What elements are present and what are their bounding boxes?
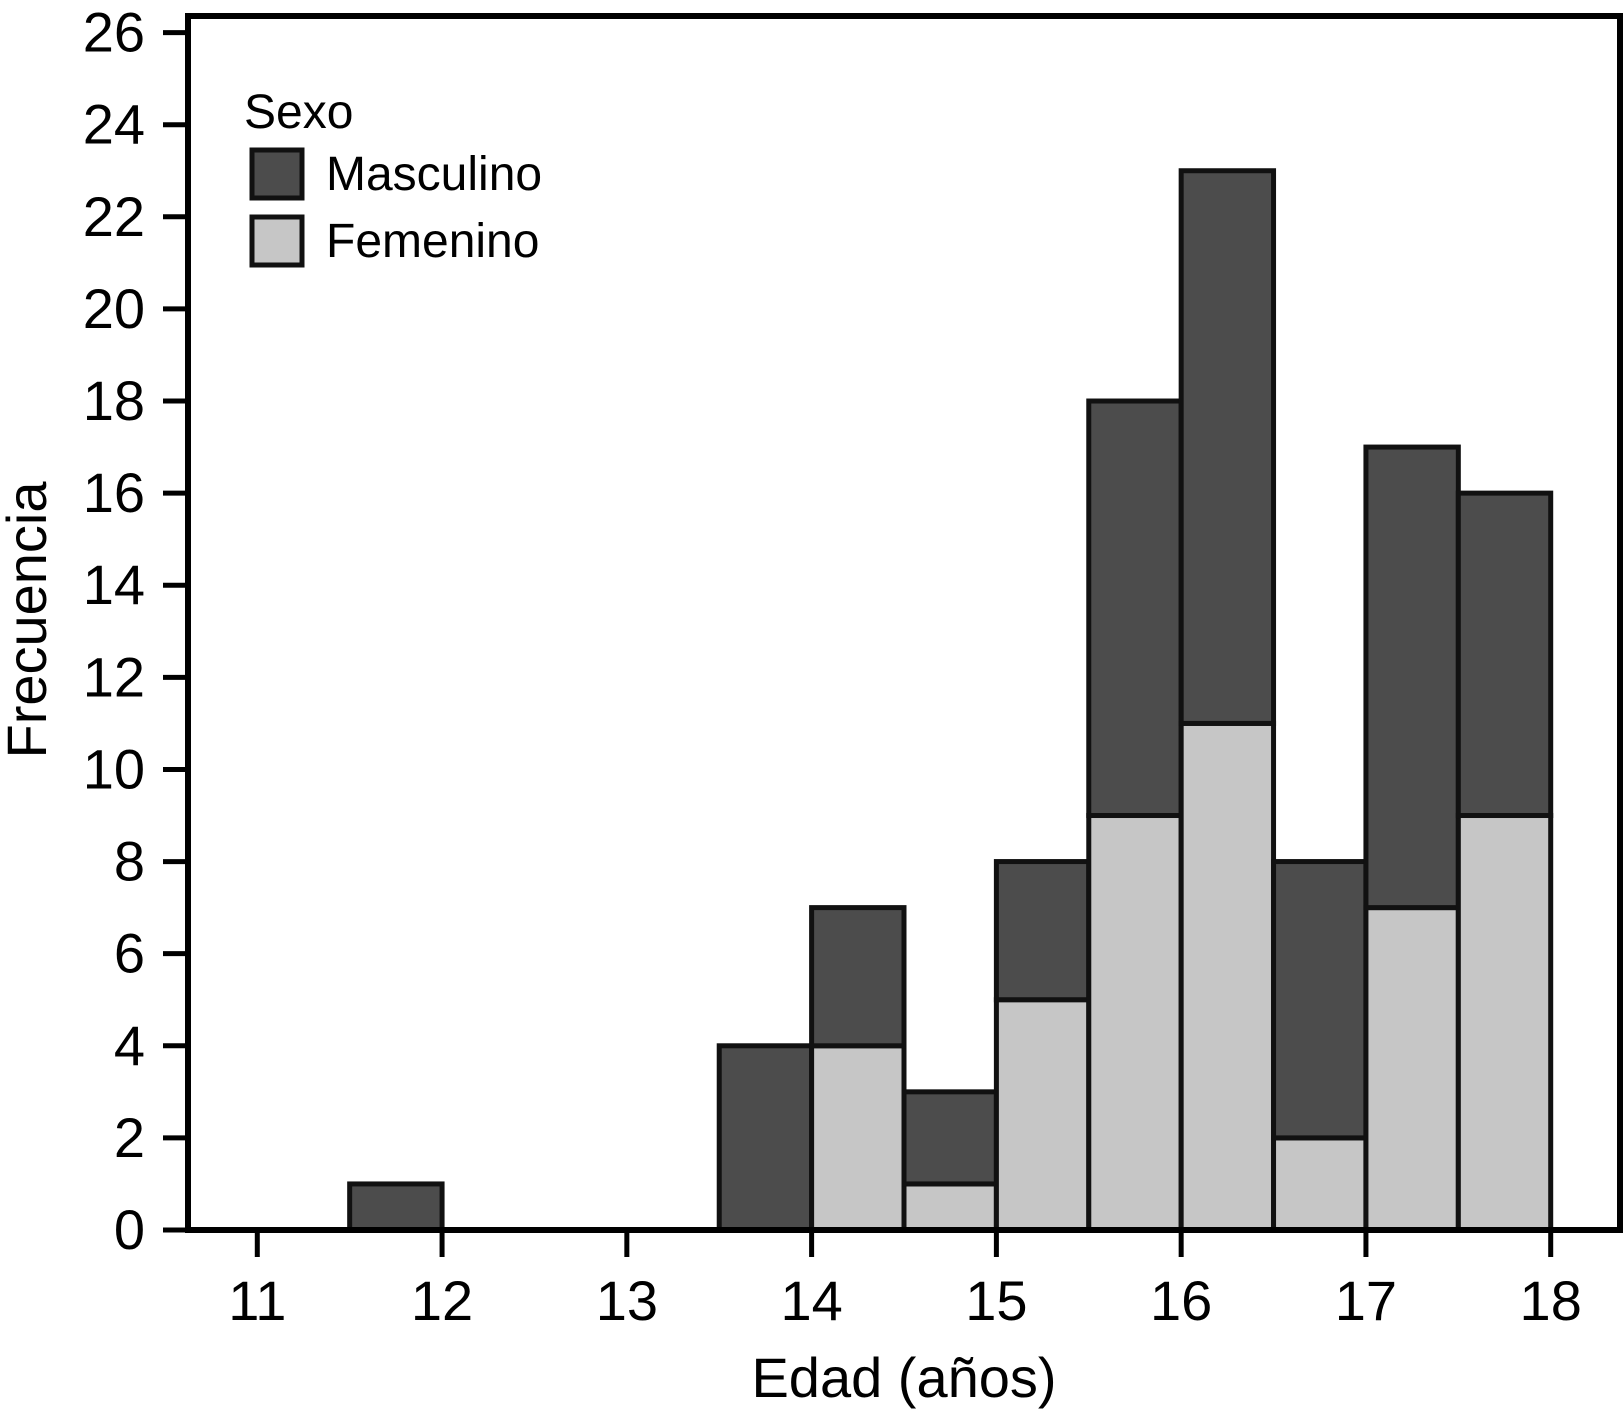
plot-frame bbox=[185, 13, 1623, 1233]
y-tick-label: 20 bbox=[83, 277, 145, 340]
y-tick-label: 10 bbox=[83, 737, 145, 800]
y-tick-label: 22 bbox=[83, 185, 145, 248]
y-axis-title: Frecuencia bbox=[0, 481, 58, 759]
y-tick-label: 24 bbox=[83, 93, 145, 156]
bar-femenino-14 bbox=[809, 1043, 907, 1233]
x-tick-label: 13 bbox=[596, 1269, 658, 1332]
y-tick-label: 12 bbox=[83, 645, 145, 708]
x-tick-label: 18 bbox=[1520, 1269, 1582, 1332]
x-axis-title: Edad (años) bbox=[751, 1346, 1056, 1409]
legend-swatch-femenino bbox=[249, 214, 305, 268]
x-tick-label: 16 bbox=[1150, 1269, 1212, 1332]
legend-label-femenino: Femenino bbox=[326, 215, 539, 268]
bar-masculino-14 bbox=[809, 905, 907, 1049]
bar-masculino-17 bbox=[1363, 444, 1461, 911]
x-tick-label: 15 bbox=[965, 1269, 1027, 1332]
bar-masculino-15 bbox=[993, 859, 1092, 1003]
x-tick-label: 12 bbox=[411, 1269, 473, 1332]
x-tick-label: 11 bbox=[228, 1269, 286, 1332]
x-tick-label: 14 bbox=[780, 1269, 842, 1332]
y-tick-label: 14 bbox=[83, 553, 145, 616]
y-tick-label: 26 bbox=[83, 1, 145, 64]
bar-masculino-17.5 bbox=[1455, 490, 1554, 819]
y-tick-label: 8 bbox=[114, 830, 145, 893]
bars-layer bbox=[347, 168, 1554, 1233]
bar-femenino-15.5 bbox=[1086, 813, 1184, 1233]
y-tick-label: 18 bbox=[83, 369, 145, 432]
bar-masculino-16 bbox=[1178, 168, 1277, 726]
legend-swatch-masculino bbox=[249, 147, 305, 201]
bar-femenino-16 bbox=[1178, 720, 1277, 1233]
legend-title: Sexo bbox=[244, 86, 353, 139]
bar-masculino-16.5 bbox=[1271, 859, 1369, 1141]
y-tick-label: 4 bbox=[114, 1014, 145, 1077]
bar-masculino-14.5 bbox=[901, 1089, 999, 1187]
y-tick-label: 2 bbox=[114, 1106, 145, 1169]
bar-femenino-16.5 bbox=[1271, 1135, 1369, 1233]
bar-femenino-14.5 bbox=[901, 1181, 999, 1233]
x-tick-label: 17 bbox=[1335, 1269, 1397, 1332]
bar-masculino-11.5 bbox=[347, 1181, 445, 1233]
bar-femenino-17 bbox=[1363, 905, 1461, 1233]
legend-label-masculino: Masculino bbox=[326, 148, 542, 201]
bar-femenino-17.5 bbox=[1455, 813, 1554, 1233]
bar-femenino-15 bbox=[993, 997, 1092, 1233]
bar-masculino-13.5 bbox=[716, 1043, 815, 1233]
y-tick-label: 0 bbox=[114, 1198, 145, 1261]
y-tick-label: 16 bbox=[83, 461, 145, 524]
legend: Sexo Masculino Femenino bbox=[244, 86, 542, 268]
bar-masculino-15.5 bbox=[1086, 398, 1184, 819]
y-tick-label: 6 bbox=[114, 922, 145, 985]
